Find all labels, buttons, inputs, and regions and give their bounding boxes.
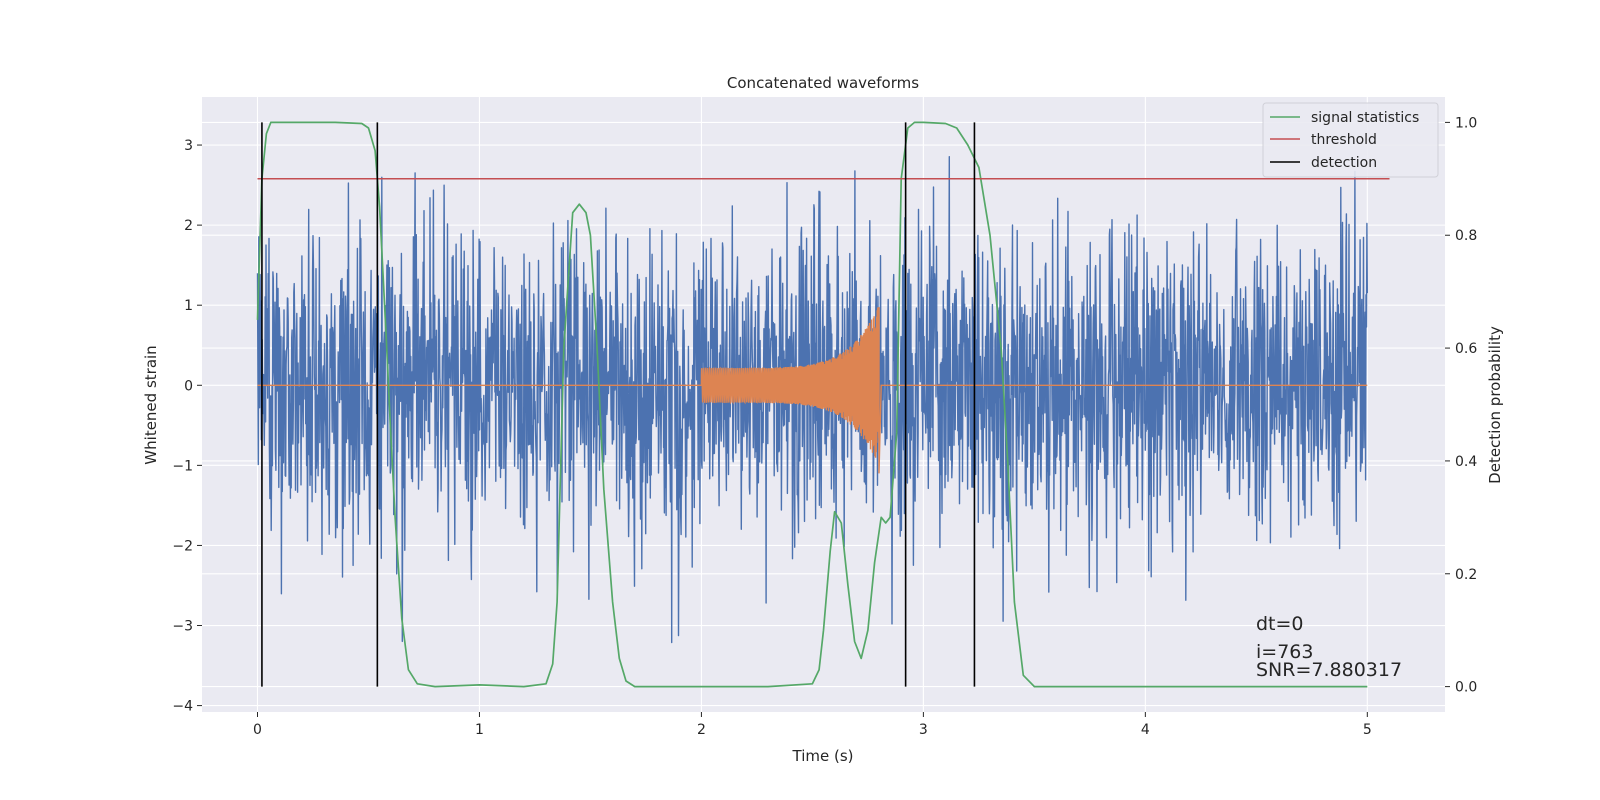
axes: 0 1 2 3 4 5 −4 −3 −2 −1 0 1 2 3 0.0 0.2 0.4 0.6 0.8 1.0 bbox=[172, 115, 1477, 738]
chart-title: Concatenated waveforms bbox=[727, 74, 919, 92]
x-tick-label: 4 bbox=[1141, 722, 1150, 738]
y-tick-label: −1 bbox=[172, 458, 193, 474]
legend-box bbox=[1262, 102, 1439, 178]
y2-tick-label: 1.0 bbox=[1455, 115, 1477, 131]
x-tick-label: 1 bbox=[475, 722, 484, 738]
y-tick-label: 0 bbox=[184, 378, 193, 394]
y2-tick-label: 0.8 bbox=[1455, 228, 1477, 244]
annotation-i: i=763 bbox=[1256, 641, 1313, 663]
injected-signal-line bbox=[257, 307, 1368, 474]
y-tick-label: 1 bbox=[184, 298, 193, 314]
annotation-dt: dt=0 bbox=[1256, 613, 1304, 635]
y-tick-label: −2 bbox=[172, 538, 193, 554]
legend-label-detection: detection bbox=[1311, 155, 1377, 171]
x-tick-label: 2 bbox=[697, 722, 706, 738]
strain-noise-line bbox=[256, 155, 1369, 644]
y-axis-label: Whitened strain bbox=[142, 345, 160, 464]
x-tick-label: 5 bbox=[1363, 722, 1372, 738]
annotation-snr: SNR=7.880317 bbox=[1256, 659, 1402, 681]
y2-axis-label: Detection probability bbox=[1486, 326, 1504, 484]
legend-label-signal-statistics: signal statistics bbox=[1311, 110, 1419, 126]
y2-tick-label: 0.2 bbox=[1455, 567, 1477, 583]
data-layer bbox=[256, 121, 1390, 688]
y-tick-label: −4 bbox=[172, 699, 193, 715]
y2-tick-label: 0.0 bbox=[1455, 680, 1477, 696]
x-tick-label: 0 bbox=[253, 722, 262, 738]
y2-tick-label: 0.6 bbox=[1455, 341, 1477, 357]
legend: signal statistics threshold detection bbox=[1262, 102, 1439, 178]
y-tick-label: −3 bbox=[172, 619, 193, 635]
x-axis-label: Time (s) bbox=[792, 747, 854, 765]
x-tick-label: 3 bbox=[919, 722, 928, 738]
y2-tick-label: 0.4 bbox=[1455, 454, 1477, 470]
y-tick-label: 3 bbox=[184, 138, 193, 154]
signal-statistics-line bbox=[256, 121, 1368, 688]
y-tick-label: 2 bbox=[184, 218, 193, 234]
legend-label-threshold: threshold bbox=[1311, 132, 1377, 148]
